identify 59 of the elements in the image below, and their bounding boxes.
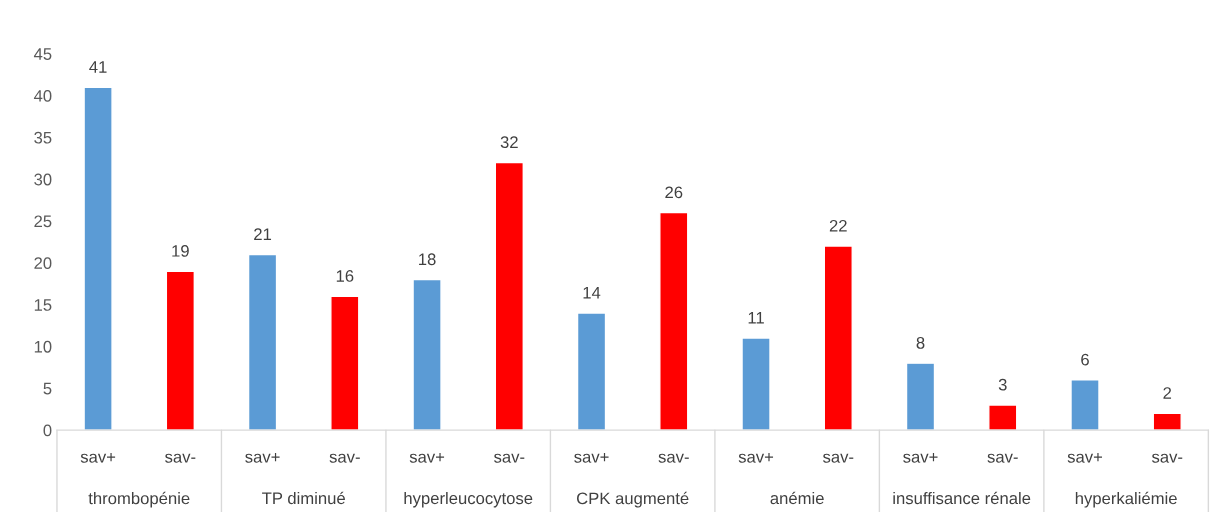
text: sav- bbox=[494, 453, 525, 463]
text: sav- bbox=[987, 453, 1018, 463]
y-tick-label: 10 bbox=[34, 340, 52, 353]
y-tick-label: 20 bbox=[34, 257, 52, 270]
data-label: 19 bbox=[172, 244, 189, 257]
text: sav- bbox=[658, 453, 689, 463]
y-tick-label: 15 bbox=[34, 299, 52, 311]
bar bbox=[905, 362, 936, 431]
data-label: 8 bbox=[916, 336, 925, 349]
x-tick-label: anémie bbox=[770, 491, 824, 505]
data-label: 16 bbox=[336, 270, 354, 282]
series-label: sav+ bbox=[245, 452, 280, 463]
bar bbox=[330, 295, 360, 431]
bar bbox=[1070, 379, 1100, 431]
data-label: 11 bbox=[748, 312, 764, 324]
data-label: 41 bbox=[89, 61, 107, 73]
bar bbox=[741, 337, 771, 431]
text: sav- bbox=[329, 453, 360, 463]
text: sav+ bbox=[738, 452, 774, 463]
y-tick-label: 25 bbox=[34, 215, 52, 228]
text: sav- bbox=[822, 453, 854, 463]
data-label: 6 bbox=[1081, 353, 1089, 366]
text: sav+ bbox=[409, 452, 445, 463]
x-tick-label: insuffisance rénale bbox=[893, 491, 1031, 505]
text: sav- bbox=[1151, 453, 1183, 463]
x-tick-label: CPK augmenté bbox=[577, 491, 689, 508]
text: sav+ bbox=[574, 452, 609, 463]
y-tick-label: 35 bbox=[34, 131, 52, 144]
data-label: 21 bbox=[254, 228, 272, 240]
bar bbox=[659, 211, 689, 431]
bar bbox=[823, 245, 853, 431]
data-label: 2 bbox=[1163, 387, 1172, 399]
x-tick-label: TP diminué bbox=[262, 491, 345, 505]
bar bbox=[412, 278, 442, 431]
y-tick-label: 45 bbox=[33, 48, 52, 60]
x-tick-label: thrombopénie bbox=[88, 491, 190, 508]
x-tick-label: hyperkaliémie bbox=[1075, 491, 1177, 508]
data-label: 14 bbox=[583, 286, 601, 299]
bar bbox=[494, 161, 524, 431]
bar bbox=[247, 253, 278, 431]
x-tick-label: hyperleucocytose bbox=[404, 491, 533, 508]
y-tick-label: 5 bbox=[43, 382, 52, 395]
text: sav+ bbox=[80, 452, 116, 463]
text: sav+ bbox=[903, 452, 938, 463]
bar bbox=[165, 270, 196, 431]
y-tick-label: 40 bbox=[33, 89, 52, 102]
y-tick-label: 0 bbox=[43, 424, 52, 437]
bar bbox=[1152, 412, 1182, 431]
data-label: 32 bbox=[500, 136, 518, 149]
data-label: 26 bbox=[665, 186, 683, 199]
bar bbox=[576, 312, 607, 431]
bar bbox=[988, 404, 1018, 431]
data-label: 18 bbox=[419, 253, 436, 266]
text: sav+ bbox=[1067, 452, 1103, 463]
data-label: 3 bbox=[998, 378, 1007, 391]
data-label: 22 bbox=[829, 219, 847, 232]
bar bbox=[83, 86, 113, 431]
series-label: sav- bbox=[165, 453, 196, 463]
y-tick-label: 30 bbox=[34, 173, 52, 186]
